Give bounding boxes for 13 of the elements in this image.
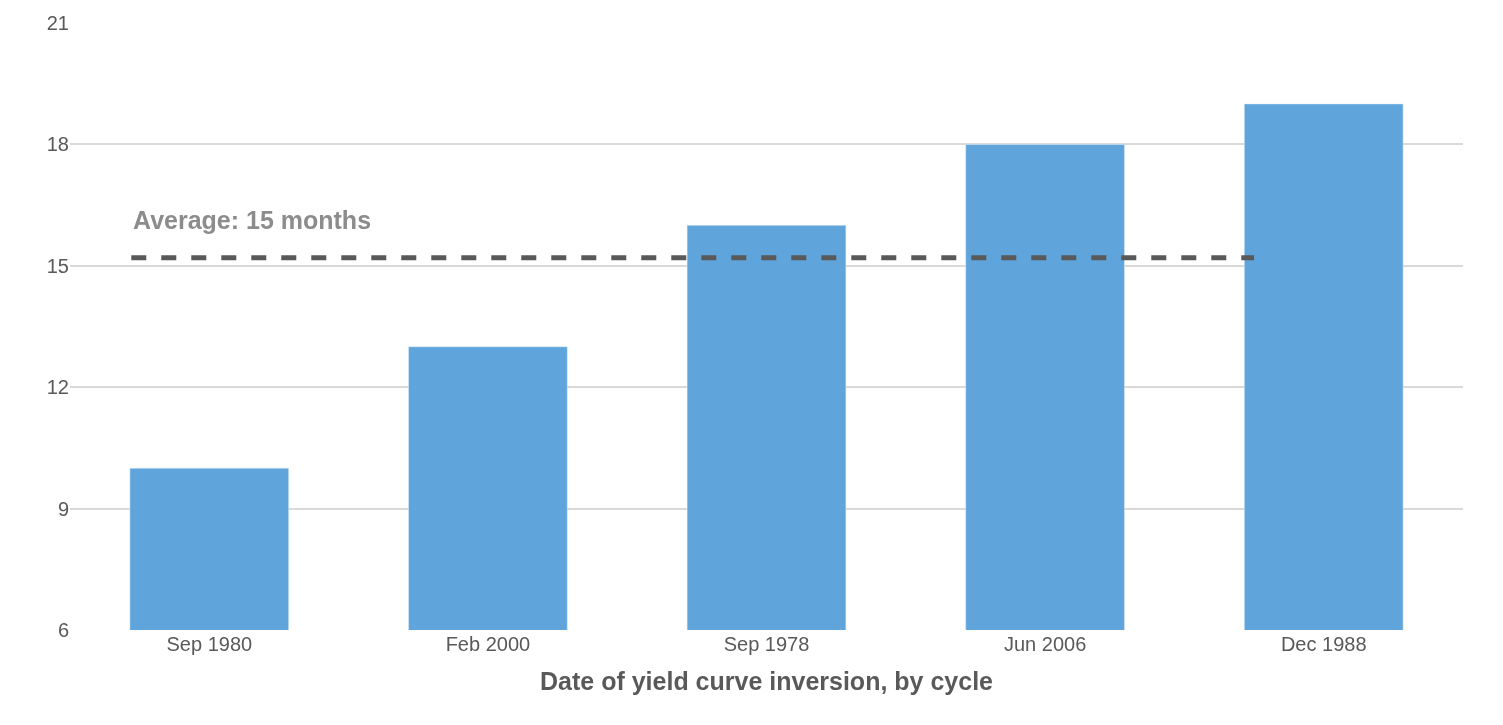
x-tick-label: Feb 2000 [445, 633, 531, 655]
y-tick-label: 18 [46, 133, 69, 156]
x-tick-label: Sep 1980 [166, 633, 253, 655]
y-tick-label: 21 [46, 12, 69, 34]
ref-line-label: Average: 15 months [133, 206, 372, 234]
x-tick-label: Dec 1988 [1280, 633, 1367, 655]
y-tick-label: 15 [46, 254, 69, 277]
x-axis-title: Date of yield curve inversion, by cycle [540, 667, 994, 695]
y-tick-label: 6 [57, 619, 69, 641]
y-tick-label: 12 [46, 376, 69, 399]
x-tick-label: Sep 1978 [723, 633, 810, 655]
y-tick-label: 9 [57, 497, 69, 520]
x-tick-label: Jun 2006 [1003, 633, 1087, 655]
